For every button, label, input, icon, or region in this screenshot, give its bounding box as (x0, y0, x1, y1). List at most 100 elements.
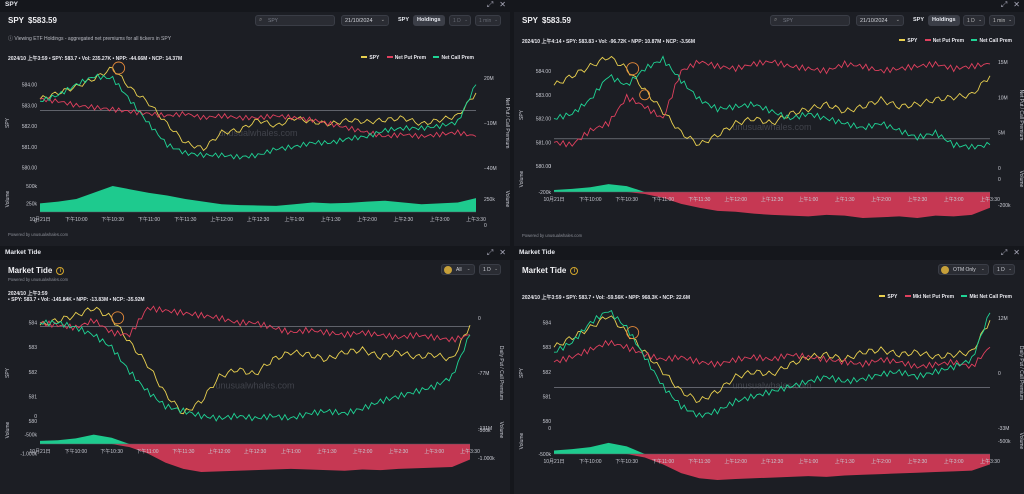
watermark: unusualwhales.com (215, 381, 294, 391)
event-marker-2 (639, 89, 651, 101)
right-tick-label: −10M (484, 121, 497, 127)
close-icon[interactable]: ✕ (499, 0, 506, 9)
date-picker[interactable]: 21/10/2024 ⌄ (341, 15, 389, 26)
tab-holdings[interactable]: Holdings (928, 15, 960, 26)
y-tick-label: 581 (543, 394, 552, 400)
search-icon: ⌕ (259, 17, 263, 23)
event-marker (626, 62, 640, 76)
series-line-1 (39, 305, 471, 343)
stats-line: 2024/10 上午4:14 • SPY: 583.83 • Vol: -96.… (522, 39, 696, 45)
interval-select[interactable]: 1 D ⌄ (449, 15, 471, 26)
x-tick-label: 10月21日 (543, 459, 564, 465)
x-tick-label: 上午3:30 (460, 448, 480, 455)
series-line-1 (39, 96, 477, 140)
premium-chart: 584.00 583.00 582.00 581.00 580.00 20M −10M −40… (5, 61, 510, 229)
right-tick-label: −40M (484, 166, 497, 172)
resolution-select[interactable]: 1 min ⌄ (989, 15, 1015, 26)
tab-spy[interactable]: SPY (913, 17, 925, 23)
watermark: unusualwhales.com (218, 128, 297, 138)
volume-tick-label-right: -500k (478, 428, 491, 434)
close-icon[interactable]: ✕ (1013, 248, 1020, 257)
tab-spy[interactable]: SPY (398, 17, 410, 23)
x-tick-label: 上午12:00 (210, 216, 233, 223)
filter-select[interactable]: All ⌄ (441, 264, 475, 275)
series-line-2 (39, 73, 477, 160)
volume-axis-title-right: Volume (1018, 171, 1024, 188)
volume-tick-label: 0 (548, 164, 551, 170)
interval-select[interactable]: 1 D ⌄ (993, 264, 1015, 275)
tab-holdings[interactable]: Holdings (413, 15, 445, 26)
panel-title-bar: Market Tide ⤢ ✕ (514, 248, 1024, 260)
powered-by: Powered by unusualwhales.com (522, 233, 583, 238)
x-tick-label: 下午11:00 (652, 458, 674, 465)
filter-icon (444, 266, 452, 274)
close-icon[interactable]: ✕ (499, 248, 506, 257)
y-tick-label: 582 (543, 370, 552, 376)
x-tick-label: 上午1:00 (798, 458, 818, 465)
series-line-1 (553, 59, 991, 148)
x-tick-label: 下午11:30 (688, 458, 710, 465)
x-tick-label: 上午12:00 (724, 196, 747, 203)
ticker-price: $583.59 (28, 16, 57, 25)
search-input[interactable]: ⌕ SPY (770, 15, 850, 26)
volume-tick-label-right: 250k (484, 197, 495, 203)
x-tick-label: 上午2:30 (907, 196, 927, 203)
y-tick-label: 584 (29, 321, 38, 327)
expand-icon[interactable]: ⤢ (486, 0, 494, 9)
powered-by: Powered by unusualwhales.com (8, 277, 69, 282)
volume-tick-label-right: -1.000k (478, 456, 495, 462)
x-tick-label: 上午3:30 (980, 458, 1000, 465)
interval-select[interactable]: 1 D ⌄ (963, 15, 985, 26)
y-tick-label: 581 (29, 394, 38, 400)
right-tick-label: 10M (998, 95, 1008, 101)
right-tick-label: -33M (998, 426, 1009, 432)
chevron-down-icon: ⌄ (380, 17, 385, 23)
volume-axis-title-right: Volume (498, 422, 504, 439)
right-axis-title: Net Put / Call Premium (504, 98, 510, 149)
x-tick-label: 上午12:30 (244, 448, 267, 455)
x-tick-label: 上午1:30 (835, 458, 855, 465)
info-icon[interactable]: i (56, 266, 65, 275)
volume-axis-title: Volume (519, 170, 525, 187)
ticker-price: $583.59 (542, 16, 571, 25)
market-tide-panel: Market Tide ⤢ ✕ Market Tide i Powered by u… (0, 248, 510, 494)
x-tick-label: 上午12:30 (761, 458, 784, 465)
volume-positive-area (40, 434, 470, 444)
x-tick-label: 上午1:30 (835, 196, 855, 203)
right-tick-label: 5M (998, 131, 1005, 137)
x-tick-label: 下午10:00 (579, 458, 602, 465)
panel-title: Market Tide (519, 249, 556, 256)
x-tick-label: 上午2:00 (353, 448, 373, 455)
x-tick-label: 上午1:00 (284, 216, 304, 223)
spy-holdings-panel-2: ⤢ ✕ SPY $583.59 ⌕ SPY 21/10/2024 ⌄ SPY Holdi… (514, 0, 1024, 246)
x-tick-label: 下午11:00 (138, 216, 160, 223)
x-tick-label: 下午11:00 (136, 448, 158, 455)
close-icon[interactable]: ✕ (1013, 0, 1020, 9)
y-tick-label: 582.00 (22, 124, 38, 130)
stats-date: 2024/10 上午3:59 (8, 291, 48, 297)
info-icon[interactable]: i (570, 266, 579, 275)
x-tick-label: 上午1:00 (281, 448, 301, 455)
series-line-2 (39, 319, 471, 422)
x-tick-label: 10月21日 (543, 197, 564, 203)
info-icon: ⓘ (8, 36, 15, 42)
x-tick-label: 下午11:00 (652, 196, 674, 203)
expand-icon[interactable]: ⤢ (1000, 248, 1008, 257)
resolution-select[interactable]: 1 min ⌄ (475, 15, 501, 26)
search-input[interactable]: ⌕ SPY (255, 15, 335, 26)
right-axis-title: Daily Put / Call Premium (498, 346, 504, 400)
x-tick-label: 上午12:30 (247, 216, 270, 223)
volume-tick-label: 0 (34, 414, 37, 420)
interval-select[interactable]: 1 D ⌄ (479, 264, 501, 275)
chart-legend: SPY Net Put Prem Net Call Prem (355, 55, 474, 61)
volume-axis-title: Volume (519, 432, 525, 449)
expand-icon[interactable]: ⤢ (1000, 0, 1008, 9)
x-tick-label: 下午10:30 (101, 216, 124, 223)
expand-icon[interactable]: ⤢ (486, 248, 494, 257)
filter-select[interactable]: OTM Only ⌄ (938, 264, 989, 275)
date-picker[interactable]: 21/10/2024 ⌄ (856, 15, 904, 26)
x-tick-label: 上午12:00 (724, 458, 747, 465)
event-marker (112, 61, 126, 75)
series-line-2 (553, 55, 991, 151)
panel-title: SPY (5, 1, 19, 8)
